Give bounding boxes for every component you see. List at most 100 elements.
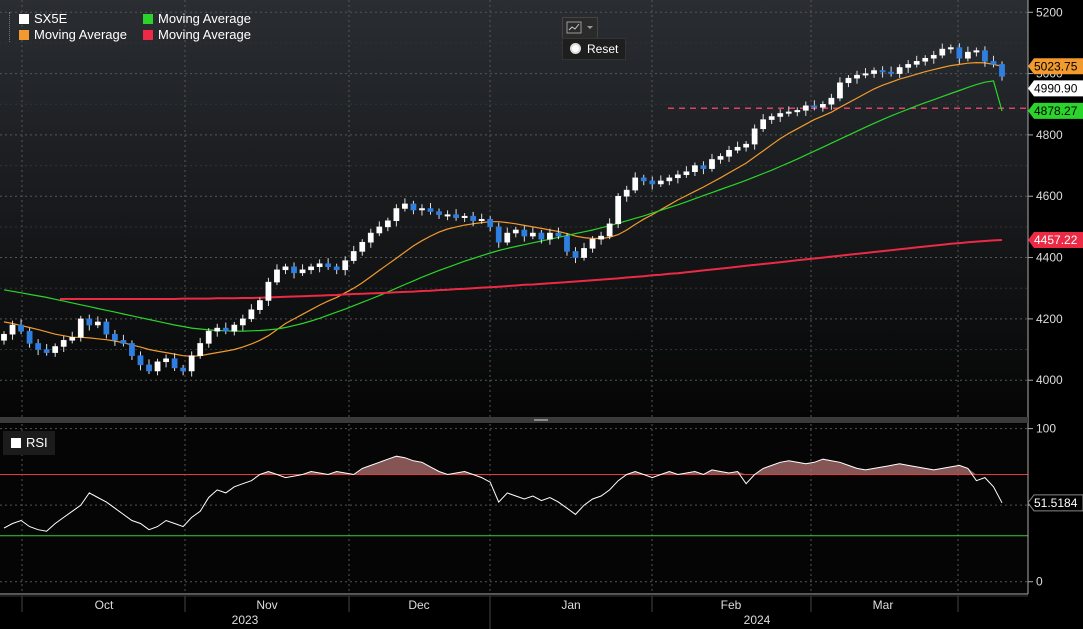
price-badge: 4990.90 [1028,80,1083,97]
candle-up [709,159,715,169]
candle-up [828,97,835,105]
candle-down [18,324,24,332]
candle-up [751,128,758,145]
candle-down [35,343,41,350]
candle-down [538,232,545,240]
candle-up [965,51,971,59]
candle-down [120,340,127,344]
candle-up [205,330,212,344]
candle-up [862,73,869,76]
candle-up [632,177,639,191]
candle-up [60,340,67,347]
pane-divider[interactable] [0,417,1028,423]
legend-item-sx5e[interactable]: SX5E [19,11,67,27]
candle-down [521,229,528,237]
legend-swatch [19,30,29,40]
candle-up [845,77,852,84]
legend-item-ma-red[interactable]: Moving Average [143,27,251,43]
candle-up [393,208,400,222]
moving-averages [3,61,1028,357]
candle-up [598,235,604,240]
candle-up [282,266,289,271]
candle-down [112,333,118,341]
legend-item-ma-orange[interactable]: Moving Average [19,27,127,43]
legend-tree-icon [9,12,16,42]
legend-label: SX5E [34,11,68,26]
candle-up [342,260,349,271]
candle-down [487,218,494,228]
legend-item-ma-green[interactable]: Moving Average [143,11,251,27]
candle-down [103,321,110,335]
month-label: Nov [256,598,277,612]
candle-up [939,48,946,56]
candle-down [990,61,997,65]
month-label: Dec [408,598,429,612]
reset-button[interactable]: Reset [562,38,626,60]
candle-up [419,208,425,211]
candle-down [555,232,562,237]
candle-down [427,208,434,212]
legend-label: Moving Average [158,27,251,42]
candle-up [819,104,826,108]
legend-swatch [19,14,29,24]
rsi-label: RSI [26,435,48,450]
legend-swatch [11,438,21,448]
candle-down [86,318,93,326]
candle-up [615,195,622,225]
candle-up [589,238,596,249]
candle-up [854,74,860,79]
candle-down [222,327,229,332]
price-pane-background [0,0,1028,417]
candle-up [547,232,553,240]
candle-up [837,82,843,99]
price-badge: 4457.22 [1028,232,1083,249]
candle-up [683,171,690,176]
candle-up [777,113,784,117]
candle-up [973,50,980,53]
candle-down [956,47,963,59]
candle-up [248,309,255,320]
price-tick-label: 4400 [1036,251,1063,265]
candle-up [350,251,357,261]
candle-up [512,229,519,234]
legend-swatch [143,14,153,24]
reset-radio-icon [570,43,581,54]
rsi-legend[interactable]: RSI [3,431,55,455]
candle-up [674,174,681,179]
candle-up [376,226,383,234]
candle-up [163,358,169,363]
candle-up [461,215,468,218]
price-tick-label: 4800 [1036,128,1063,142]
candle-up [197,343,204,356]
rsi-pane [0,455,1028,537]
candle-down [879,70,886,73]
month-label: Jan [561,598,580,612]
candle-up [581,248,587,258]
candle-down [999,64,1005,77]
candle-up [214,327,221,332]
candle-down [137,355,144,366]
price-badge: 4878.27 [1028,102,1083,119]
price-badge: 5023.75 [1028,58,1083,75]
candle-down [700,165,707,169]
candle-down [129,343,135,356]
candle-up [760,119,767,130]
candle-up [623,189,630,197]
candle-up [717,156,724,160]
price-badge-shape [1028,80,1083,97]
candle-up [265,281,272,301]
candle-up [188,355,195,372]
candle-down [146,364,152,372]
price-badge-text: 5023.75 [1034,59,1078,73]
candle-up [657,180,664,185]
candle-up [726,149,732,157]
price-tick-label: 4600 [1036,189,1063,203]
chart-type-button[interactable] [562,17,598,39]
candle-up [606,223,613,237]
candle-up [299,269,306,274]
candle-up [384,220,391,228]
candle-down [564,235,570,252]
year-label: 2024 [744,613,771,627]
